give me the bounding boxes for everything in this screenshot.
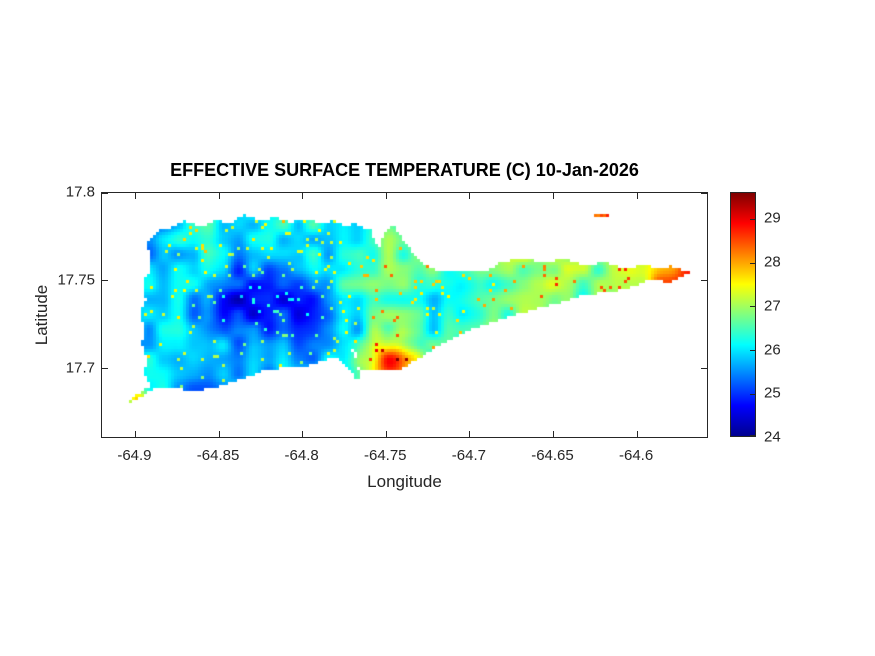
x-axis-label: Longitude xyxy=(367,472,442,491)
y-axis-label: Latitude xyxy=(32,284,51,346)
colorbar-tick-mark xyxy=(750,306,755,308)
y-tick-mark xyxy=(102,368,108,370)
x-tick-mark xyxy=(218,431,220,437)
x-tick-label: -64.9 xyxy=(117,447,152,464)
x-tick-label: -64.8 xyxy=(284,447,319,464)
plot-area xyxy=(101,192,708,438)
x-tick-mark xyxy=(552,431,554,437)
x-tick-mark xyxy=(636,431,638,437)
x-tick-label: -64.85 xyxy=(196,447,240,464)
x-tick-label: -64.75 xyxy=(363,447,407,464)
colorbar-tick-mark xyxy=(750,393,755,395)
x-tick-mark xyxy=(134,431,136,437)
temperature-map-canvas xyxy=(102,193,707,437)
y-tick-mark xyxy=(701,368,707,370)
plot-title: EFFECTIVE SURFACE TEMPERATURE (C) 10-Jan… xyxy=(170,160,639,180)
colorbar xyxy=(730,192,756,437)
colorbar-tick-label: 24 xyxy=(764,428,781,446)
colorbar-tick-label: 27 xyxy=(764,297,781,315)
x-tick-label: -64.7 xyxy=(451,447,486,464)
x-tick-mark xyxy=(469,193,471,199)
colorbar-tick-label: 26 xyxy=(764,341,781,358)
x-tick-mark xyxy=(218,193,220,199)
y-tick-mark xyxy=(102,192,108,194)
y-tick-mark xyxy=(102,280,108,282)
x-tick-label: -64.6 xyxy=(618,447,654,464)
y-tick-label: 17.7 xyxy=(65,359,95,377)
x-tick-label: -64.65 xyxy=(531,447,574,464)
x-tick-mark xyxy=(385,193,387,199)
y-tick-label: 17.8 xyxy=(65,183,95,201)
y-tick-label: 17.75 xyxy=(57,271,95,289)
x-tick-mark xyxy=(134,193,136,199)
y-tick-mark xyxy=(701,192,707,194)
colorbar-tick-mark xyxy=(750,435,755,436)
y-tick-mark xyxy=(701,280,707,282)
x-tick-mark xyxy=(302,193,304,199)
colorbar-tick-label: 25 xyxy=(764,384,781,402)
colorbar-tick-label: 28 xyxy=(764,253,781,271)
x-tick-mark xyxy=(469,431,471,437)
colorbar-tick-mark xyxy=(750,350,755,351)
x-tick-mark xyxy=(302,431,304,437)
colorbar-tick-mark xyxy=(750,262,755,264)
x-tick-mark xyxy=(385,431,387,437)
colorbar-tick-label: 29 xyxy=(764,209,781,227)
x-tick-mark xyxy=(636,193,638,199)
x-tick-mark xyxy=(552,193,554,199)
colorbar-tick-mark xyxy=(750,218,755,220)
